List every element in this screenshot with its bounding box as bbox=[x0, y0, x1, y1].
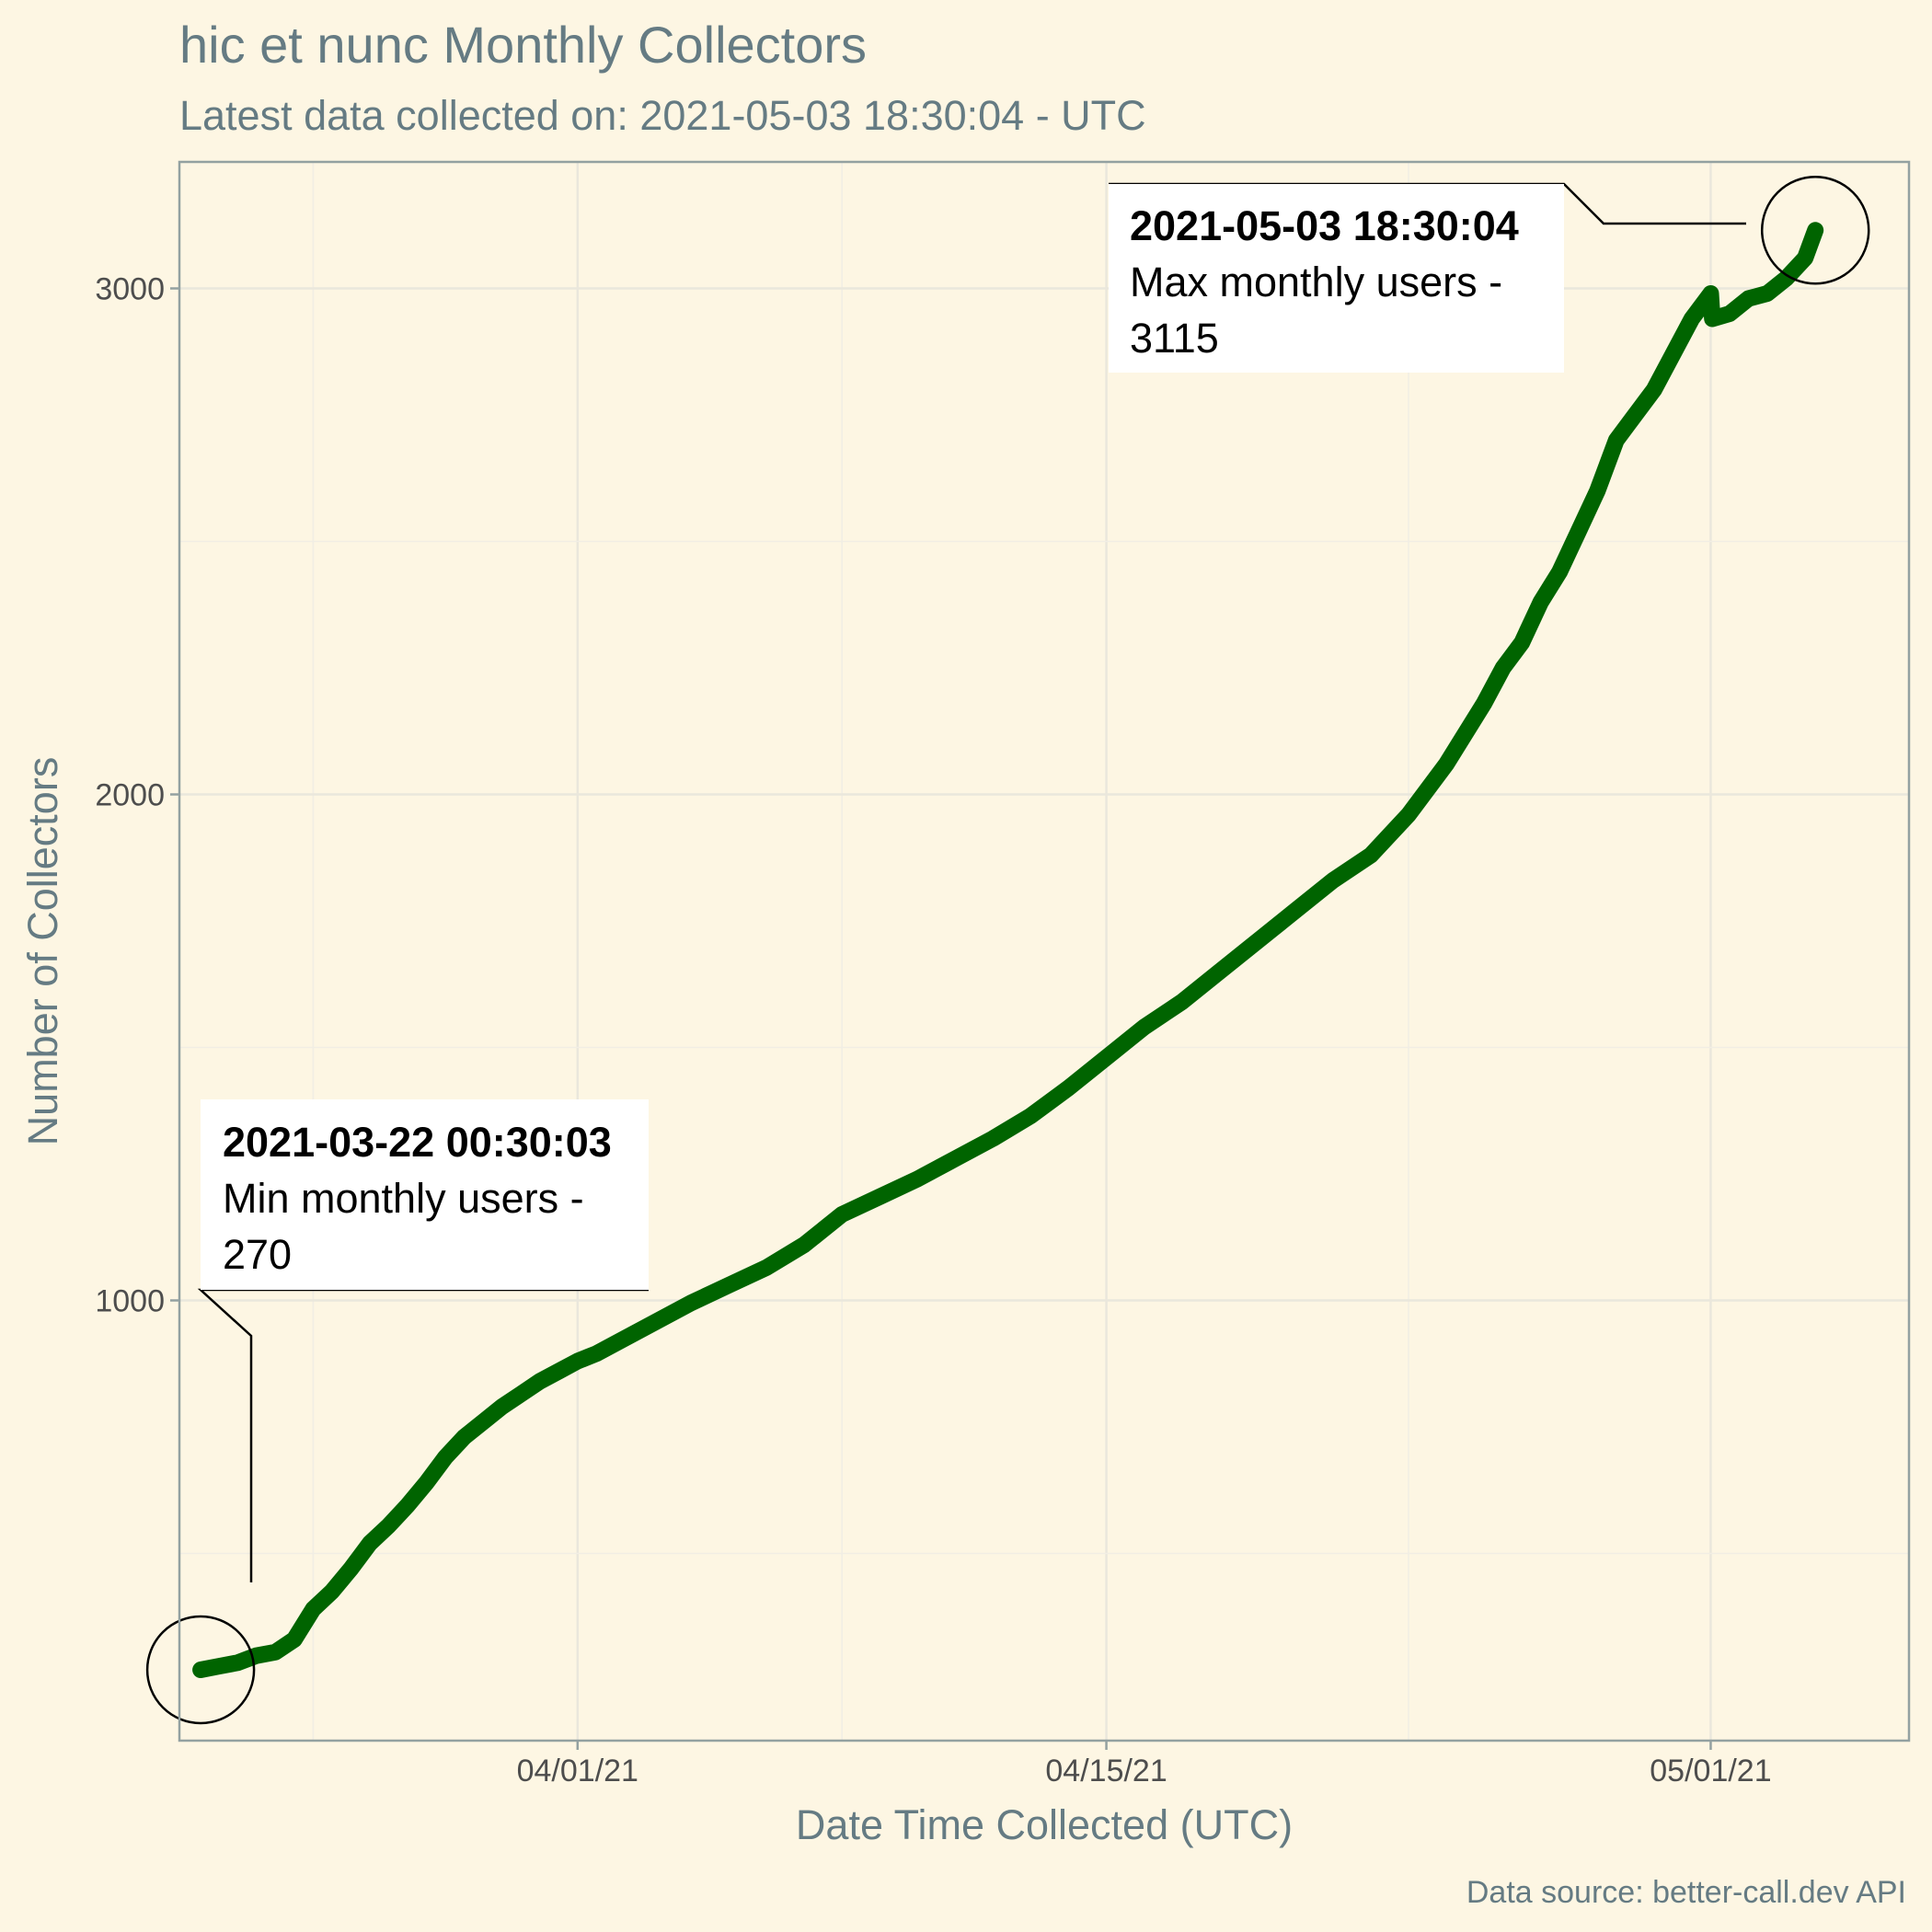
y-tick-label: 1000 bbox=[95, 1284, 165, 1319]
min-annotation-box bbox=[201, 1099, 649, 1290]
x-tick-label: 04/15/21 bbox=[1045, 1754, 1167, 1788]
min-annotation-leader-line bbox=[197, 1288, 649, 1582]
y-tick-label: 3000 bbox=[95, 272, 165, 307]
min-annotation-value: 270 bbox=[223, 1231, 292, 1278]
series-line-monthly-collectors bbox=[192, 222, 1824, 1678]
max-annotation: 2021-05-03 18:30:04 Max monthly users - … bbox=[1109, 176, 1870, 373]
max-annotation-value: 3115 bbox=[1130, 315, 1219, 362]
min-annotation: 2021-03-22 00:30:03 Min monthly users - … bbox=[145, 1099, 649, 1725]
chart-subtitle: Latest data collected on: 2021-05-03 18:… bbox=[179, 92, 1146, 139]
axis-ticks: 1000 2000 3000 04/01/21 04/15/21 05/01/21 bbox=[95, 272, 1771, 1789]
panel-border bbox=[178, 160, 1911, 1742]
x-axis-title: Date Time Collected (UTC) bbox=[796, 1801, 1293, 1848]
max-point-circle bbox=[1760, 176, 1870, 285]
x-tick-label: 05/01/21 bbox=[1650, 1754, 1771, 1788]
y-axis-title: Number of Collectors bbox=[19, 757, 66, 1146]
max-annotation-box bbox=[1109, 184, 1564, 373]
min-point-circle bbox=[145, 1615, 256, 1725]
max-annotation-label: Max monthly users - bbox=[1130, 259, 1502, 305]
max-annotation-timestamp: 2021-05-03 18:30:04 bbox=[1130, 202, 1519, 249]
data-source-caption: Data source: better-call.dev API bbox=[1466, 1875, 1906, 1910]
y-tick-label: 2000 bbox=[95, 778, 165, 813]
chart-title: hic et nunc Monthly Collectors bbox=[179, 16, 867, 74]
min-annotation-label: Min monthly users - bbox=[223, 1175, 584, 1222]
min-annotation-timestamp: 2021-03-22 00:30:03 bbox=[223, 1119, 612, 1166]
gridlines bbox=[179, 162, 1909, 1741]
x-tick-label: 04/01/21 bbox=[517, 1754, 638, 1788]
